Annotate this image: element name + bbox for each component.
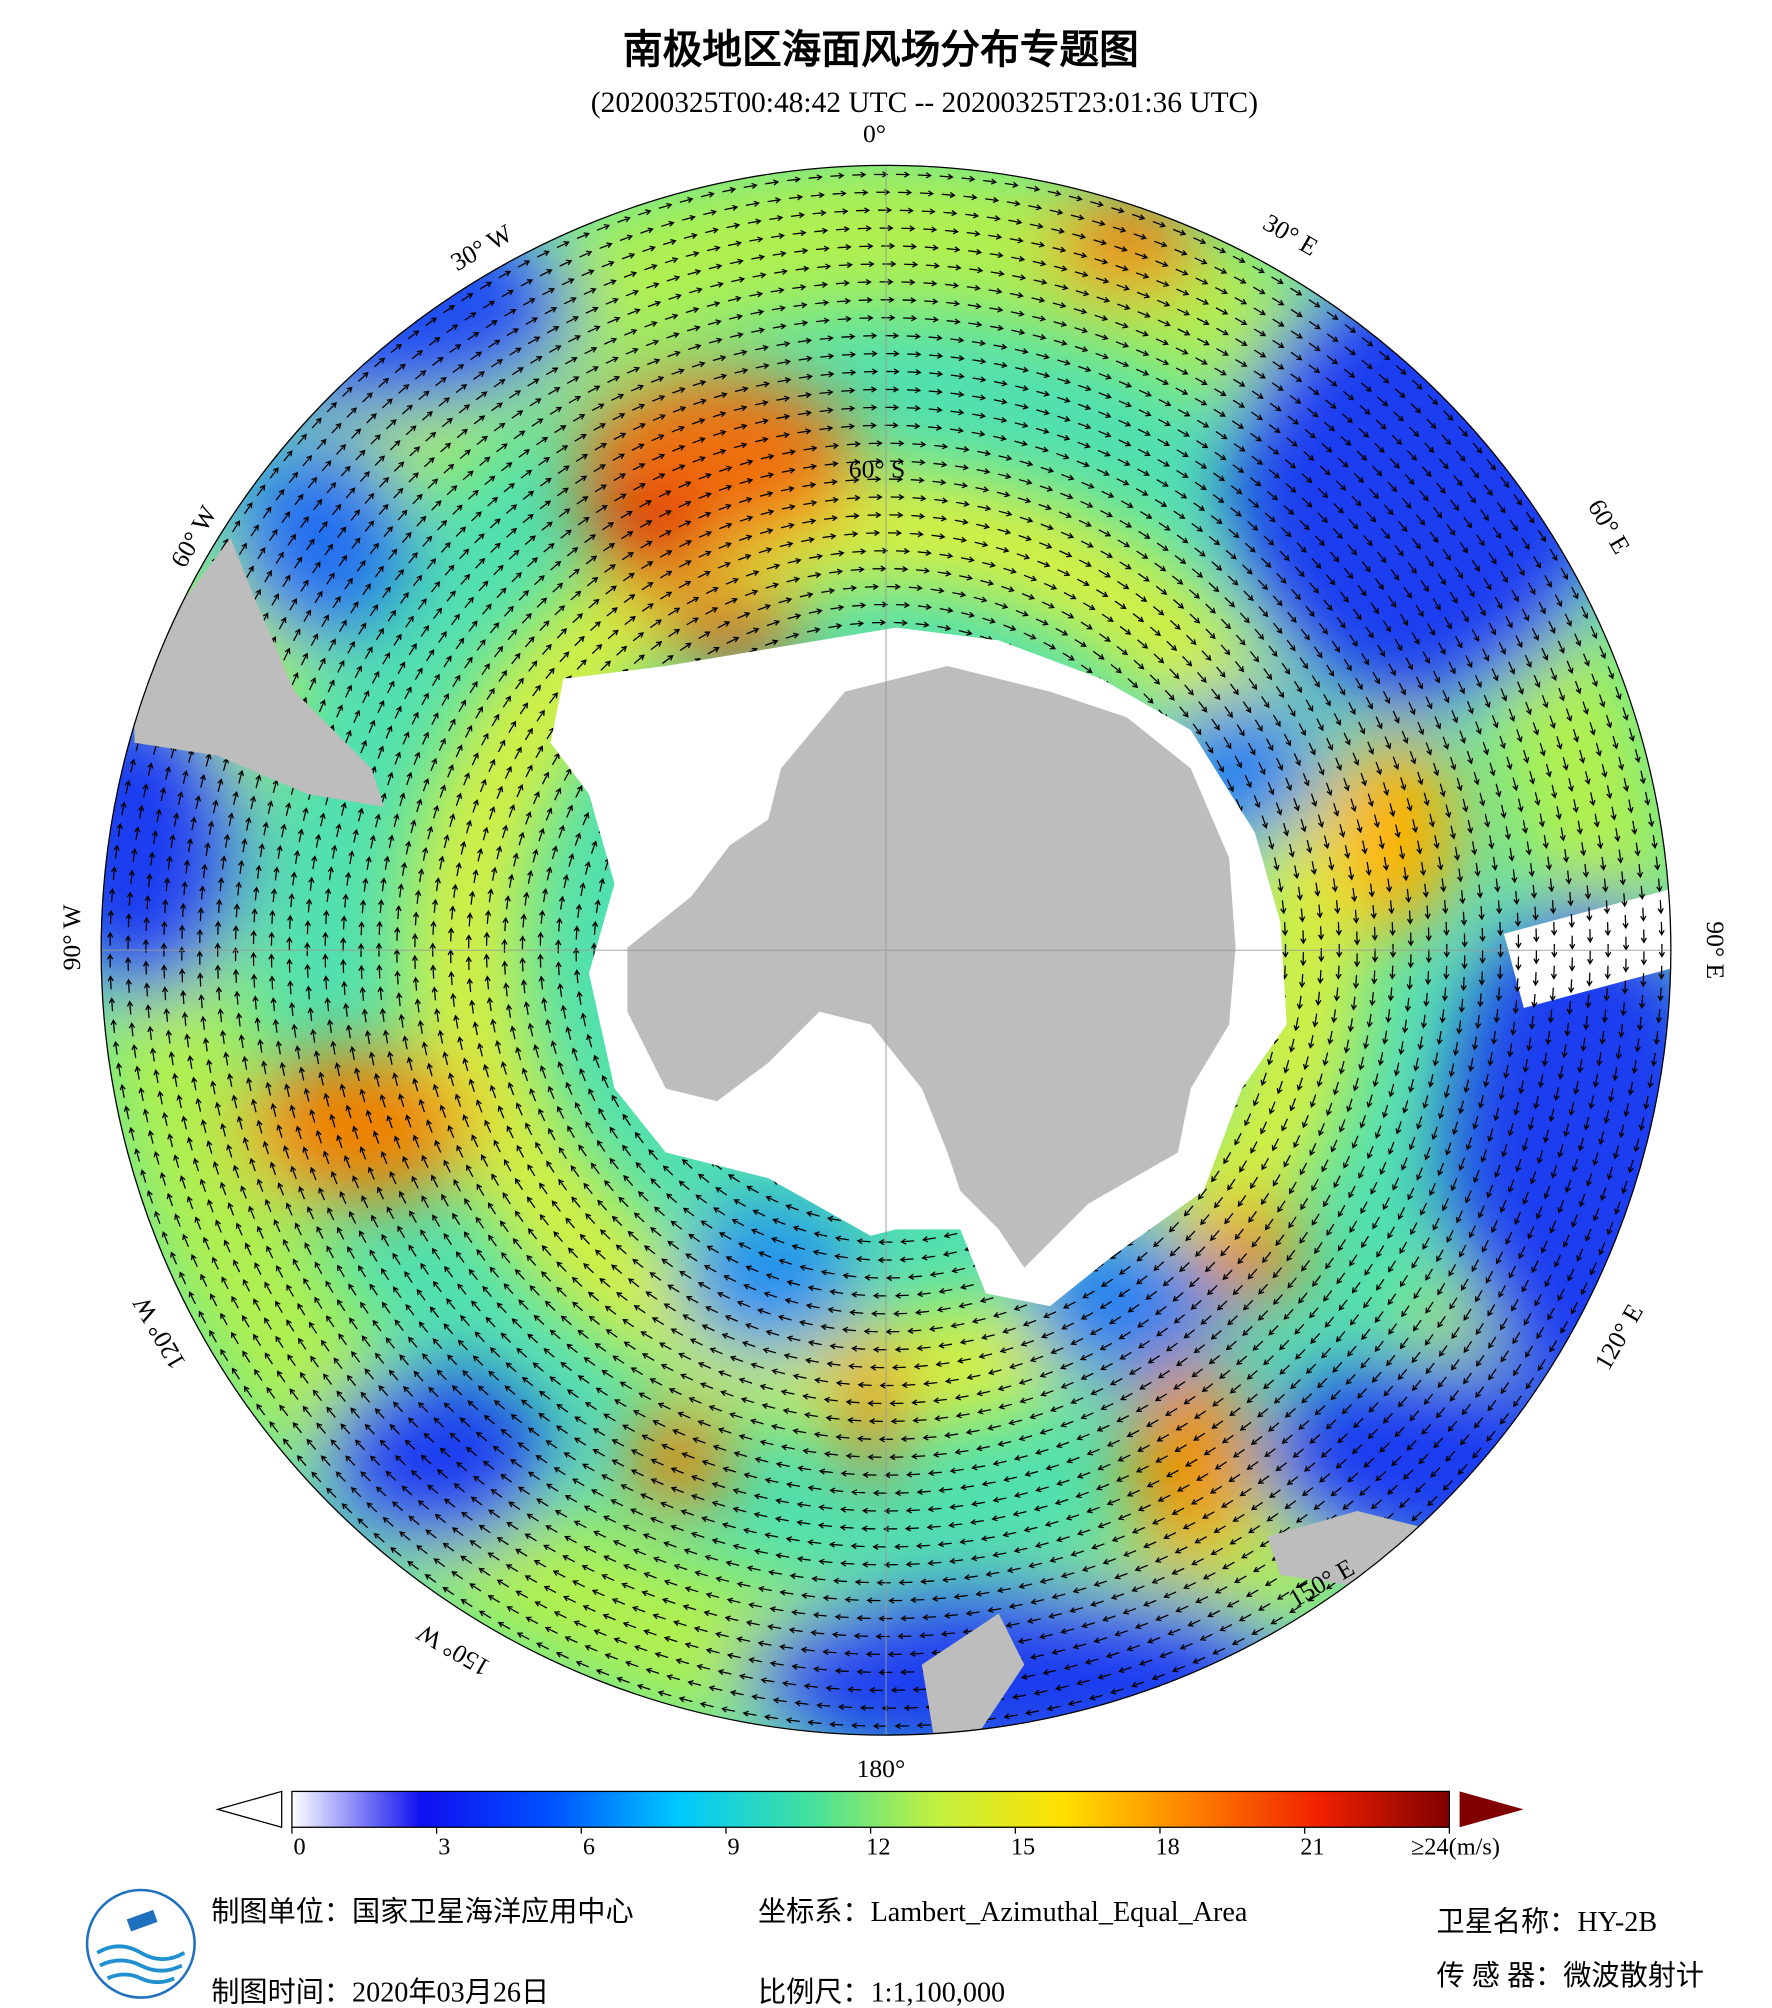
producer: 制图单位：国家卫星海洋应用中心	[211, 1896, 633, 1928]
meridian-label: 120° W	[126, 1291, 191, 1374]
date: 制图时间：2020年03月26日	[211, 1976, 549, 2008]
meridian-label: 120° E	[1588, 1299, 1648, 1375]
colorbar-tick-label: 0	[294, 1834, 306, 1861]
graticule	[101, 165, 1671, 1736]
map-border	[100, 164, 1672, 1736]
colorbar-tick-label: 6	[583, 1834, 595, 1861]
sensor: 传 感 器：微波散射计	[1437, 1960, 1705, 1992]
meridian-label: 0°	[863, 119, 886, 148]
scale: 比例尺：1:1,100,000	[758, 1976, 1005, 2008]
satellite: 卫星名称：HY-2B	[1437, 1906, 1658, 1938]
parallel-label: 60° S	[849, 454, 905, 483]
meridian-label: 60° E	[1582, 494, 1636, 559]
logo	[85, 1888, 196, 1999]
colorbar-scale	[291, 1790, 1450, 1828]
colorbar-tick-label: ≥24(m/s)	[1411, 1834, 1500, 1861]
wind-field	[101, 165, 1671, 1736]
south-america	[134, 537, 385, 807]
new-zealand	[921, 1613, 1025, 1736]
australia	[1267, 1511, 1434, 1588]
colorbar-tick-label: 3	[438, 1834, 450, 1861]
meridian-label: 150° W	[411, 1618, 494, 1683]
antarctica	[627, 665, 1236, 1268]
meridian-label: 30° E	[1258, 208, 1323, 262]
subtitle: (20200325T00:48:42 UTC -- 20200325T23:01…	[591, 87, 1258, 119]
colorbar-tick-label: 15	[1011, 1834, 1035, 1861]
projection: 坐标系：Lambert_Azimuthal_Equal_Area	[758, 1896, 1248, 1928]
meridian-label: 180°	[857, 1754, 906, 1783]
colorbar-tick-label: 12	[866, 1834, 890, 1861]
colorbar-tick-label: 9	[728, 1834, 740, 1861]
colorbar-tick-label: 21	[1300, 1834, 1324, 1861]
meridian-label: 90° E	[1701, 921, 1730, 979]
title: 南极地区海面风场分布专题图	[623, 28, 1139, 72]
colorbar-over	[1459, 1791, 1524, 1828]
footer: 制图单位：国家卫星海洋应用中心 制图时间：2020年03月26日 坐标系：Lam…	[211, 1896, 1704, 2008]
colorbar: 0 3 6 9 12 15 18 21 ≥24(m/s)	[215, 1790, 1524, 1861]
colorbar-tick-label: 18	[1156, 1834, 1180, 1861]
colorbar-under	[215, 1790, 283, 1829]
meridian-label: 90° W	[57, 904, 86, 971]
